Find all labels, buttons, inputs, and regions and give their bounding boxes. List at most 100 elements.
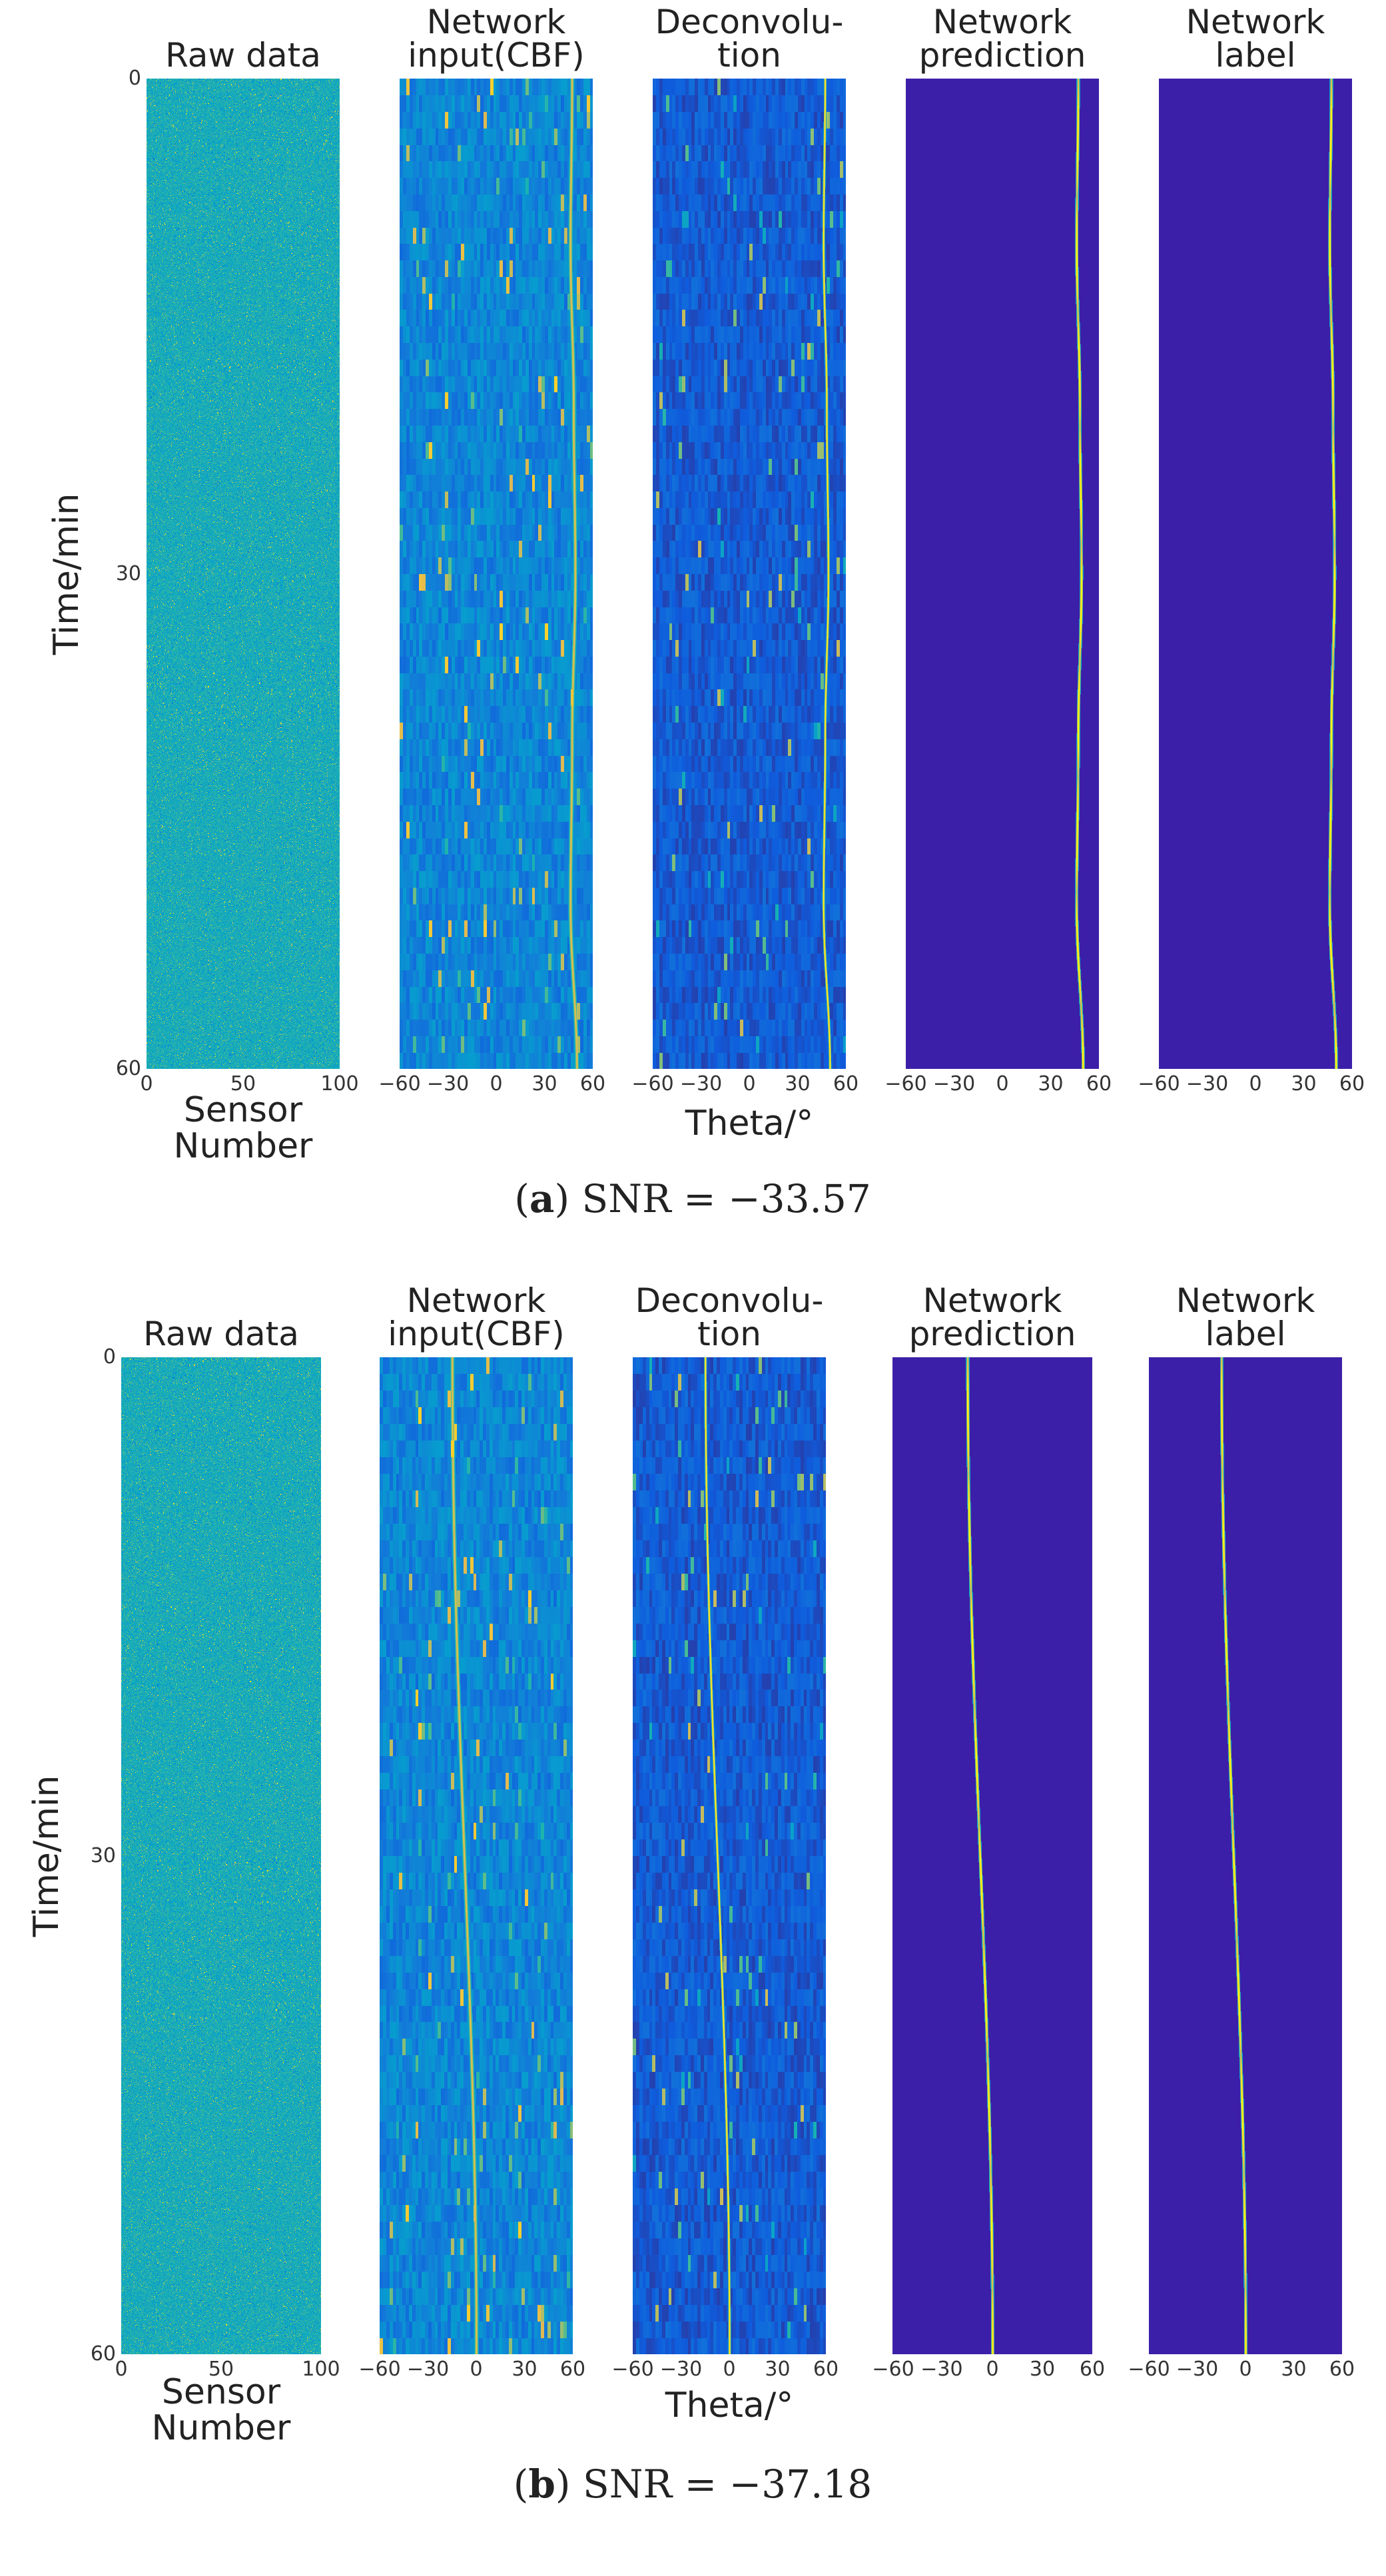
panel-title: Network label xyxy=(1129,1284,1362,1351)
x-tick-label: 0 xyxy=(743,1072,756,1096)
x-axis-label-sensor: Sensor Number xyxy=(120,1092,366,1164)
heatmap-deconv xyxy=(633,1357,826,2354)
x-axis-label-line: Number xyxy=(151,2408,291,2448)
x-tick-label: 60 xyxy=(1086,1072,1112,1096)
panel-title-line: label xyxy=(1205,1315,1286,1353)
x-tick-label: 30 xyxy=(1038,1072,1064,1096)
caption-text: SNR = −37.18 xyxy=(583,2461,872,2507)
y-tick-label: 30 xyxy=(90,1843,116,1867)
x-tick-label: −30 xyxy=(426,1072,470,1096)
heatmap-label xyxy=(1159,79,1352,1069)
heatmap-raw xyxy=(147,79,340,1069)
figure-caption: (a) SNR = −33.57 xyxy=(514,1176,871,1221)
caption-letter: a xyxy=(529,1176,555,1221)
panel-title-line: input(CBF) xyxy=(408,36,585,75)
x-tick-label: −30 xyxy=(679,1072,723,1096)
panel-title-line: Network xyxy=(932,3,1072,41)
panel-title: Network label xyxy=(1139,5,1372,72)
panel-title-line: Network xyxy=(922,1281,1062,1320)
x-tick-label: −60 −30 xyxy=(872,2358,963,2381)
panel-title-line: Network xyxy=(1186,3,1325,41)
panel-title: Raw data xyxy=(127,39,360,72)
x-tick-label: 0 xyxy=(490,1072,503,1096)
x-tick-label: 0 xyxy=(996,1072,1009,1096)
caption-text: SNR = −33.57 xyxy=(581,1176,871,1221)
x-tick-label: 60 xyxy=(813,2358,839,2381)
x-tick-label: −30 xyxy=(659,2358,703,2381)
x-axis-label-line: Number xyxy=(173,1126,313,1166)
x-tick-label: 60 xyxy=(833,1072,859,1096)
figure-caption: (b) SNR = −37.18 xyxy=(513,2461,872,2507)
x-tick-label: −60 xyxy=(1138,1072,1180,1096)
x-axis-label-line: Sensor xyxy=(183,1090,303,1130)
x-tick-label: 100 xyxy=(302,2358,340,2381)
x-tick-label: −60 xyxy=(611,2358,654,2381)
x-tick-label: 0 xyxy=(723,2358,736,2381)
x-tick-label: 60 xyxy=(1339,1072,1365,1096)
panel-title-line: Raw data xyxy=(165,36,321,75)
heatmap-pred xyxy=(892,1357,1092,2354)
x-tick-label: 60 xyxy=(559,2358,586,2381)
x-tick-label: −30 xyxy=(406,2358,450,2381)
x-tick-label: −60 xyxy=(884,1072,927,1096)
x-tick-label: 0 xyxy=(1239,2358,1252,2381)
x-tick-label: −60 xyxy=(378,1072,421,1096)
panel-title-line: label xyxy=(1215,36,1296,75)
panel-title-line: Deconvolu- xyxy=(635,1281,824,1320)
x-tick-label: 30 xyxy=(1281,2358,1307,2381)
panel-title-line: Raw data xyxy=(143,1315,299,1353)
heatmap-cbf xyxy=(380,1357,573,2354)
heatmap-pred xyxy=(906,79,1099,1069)
x-tick-label: 50 xyxy=(230,1072,256,1096)
y-axis-label: Time/min xyxy=(27,1775,67,1937)
panel-title-line: tion xyxy=(717,36,781,75)
x-tick-label: −60 xyxy=(358,2358,401,2381)
heatmap-deconv xyxy=(653,79,846,1069)
x-axis-label-theta: Theta/° xyxy=(685,1104,814,1143)
y-axis-label: Time/min xyxy=(47,493,87,655)
panel-title-line: input(CBF) xyxy=(388,1315,565,1353)
panel-title: Network prediction xyxy=(886,5,1119,72)
caption-letter: b xyxy=(528,2461,555,2507)
panel-title-line: Network xyxy=(426,3,566,41)
x-tick-label: 0 xyxy=(470,2358,483,2381)
x-tick-label: 30 xyxy=(531,1072,557,1096)
x-tick-label: 30 xyxy=(765,2358,791,2381)
x-tick-label: 30 xyxy=(1291,1072,1317,1096)
x-axis-label-sensor: Sensor Number xyxy=(95,2374,348,2446)
y-tick-label: 30 xyxy=(115,561,141,585)
x-tick-label: 0 xyxy=(115,2358,128,2381)
y-tick-label: 0 xyxy=(128,67,141,90)
x-tick-label: 100 xyxy=(320,1072,359,1096)
heatmap-label xyxy=(1149,1357,1342,2354)
x-tick-label: 0 xyxy=(986,2358,999,2381)
heatmap-raw xyxy=(121,1357,321,2354)
x-axis-label-theta: Theta/° xyxy=(665,2386,794,2425)
panel-title-line: Network xyxy=(1176,1281,1315,1320)
x-tick-label: −30 xyxy=(932,1072,976,1096)
panel-title-line: tion xyxy=(697,1315,761,1353)
panel-title-line: Deconvolu- xyxy=(655,3,844,41)
x-tick-label: 30 xyxy=(785,1072,811,1096)
x-tick-label: 60 xyxy=(579,1072,606,1096)
x-tick-label: −30 xyxy=(1176,2358,1219,2381)
x-tick-label: 50 xyxy=(208,2358,234,2381)
x-tick-label: 60 xyxy=(1079,2358,1106,2381)
y-tick-label: 60 xyxy=(90,2342,116,2366)
x-axis-label-line: Sensor xyxy=(161,2372,281,2412)
x-tick-label: −60 xyxy=(631,1072,674,1096)
y-tick-label: 60 xyxy=(115,1057,141,1080)
x-tick-label: 0 xyxy=(1249,1072,1262,1096)
panel-title: Raw data xyxy=(101,1317,341,1351)
heatmap-cbf xyxy=(400,79,593,1069)
x-tick-label: 60 xyxy=(1329,2358,1355,2381)
x-tick-label: 30 xyxy=(1029,2358,1056,2381)
panel-title: Network input(CBF) xyxy=(360,1284,593,1351)
x-tick-label: 0 xyxy=(140,1072,153,1096)
panel-title: Network prediction xyxy=(872,1284,1112,1351)
panel-title: Deconvolu-tion xyxy=(633,5,866,72)
panel-title-line: prediction xyxy=(908,1315,1076,1353)
y-tick-label: 0 xyxy=(103,1345,116,1369)
panel-title-line: prediction xyxy=(918,36,1086,75)
x-tick-label: −30 xyxy=(1186,1072,1229,1096)
